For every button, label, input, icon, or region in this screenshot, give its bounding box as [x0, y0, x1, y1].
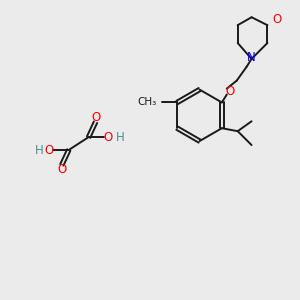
Text: CH₃: CH₃ — [137, 98, 156, 107]
Text: O: O — [91, 111, 100, 124]
Text: O: O — [104, 130, 113, 144]
Text: O: O — [44, 143, 54, 157]
Text: O: O — [57, 163, 66, 176]
Text: O: O — [225, 85, 234, 98]
Text: N: N — [247, 51, 256, 64]
Text: O: O — [273, 13, 282, 26]
Text: H: H — [116, 130, 125, 144]
Text: H: H — [35, 143, 44, 157]
